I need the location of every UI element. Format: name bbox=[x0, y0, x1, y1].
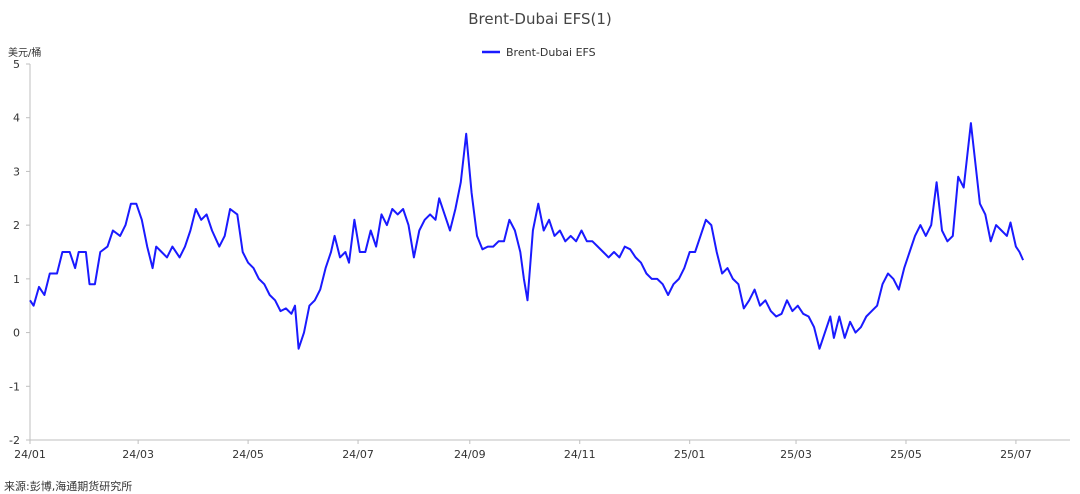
x-tick-label: 24/07 bbox=[342, 448, 374, 461]
x-tick-label: 25/03 bbox=[780, 448, 812, 461]
y-tick-label: 2 bbox=[13, 219, 20, 232]
x-tick-label: 24/03 bbox=[122, 448, 154, 461]
y-tick-label: 1 bbox=[13, 273, 20, 286]
y-tick-label: 0 bbox=[13, 327, 20, 340]
x-tick-label: 25/07 bbox=[1000, 448, 1032, 461]
x-tick-label: 24/11 bbox=[564, 448, 596, 461]
y-tick-label: 3 bbox=[13, 165, 20, 178]
chart-title: Brent-Dubai EFS(1) bbox=[468, 10, 611, 28]
x-tick-label: 25/01 bbox=[674, 448, 706, 461]
x-tick-label: 24/01 bbox=[14, 448, 46, 461]
y-tick-label: 5 bbox=[13, 58, 20, 71]
y-tick-label: -2 bbox=[9, 434, 20, 447]
x-tick-label: 25/05 bbox=[890, 448, 922, 461]
y-tick-label: 4 bbox=[13, 112, 20, 125]
source-note: 来源:彭博,海通期货研究所 bbox=[4, 480, 133, 493]
series-line-brent-dubai-efs bbox=[29, 122, 1025, 350]
x-tick-label: 24/05 bbox=[232, 448, 264, 461]
x-axis-ticks: 24/01 24/03 24/05 24/07 24/09 24/11 25/01 25/03… bbox=[14, 440, 1032, 461]
y-axis-ticks: -2 -1 0 1 2 3 4 5 bbox=[9, 58, 30, 447]
x-tick-label: 24/09 bbox=[454, 448, 486, 461]
y-tick-label: -1 bbox=[9, 380, 20, 393]
legend-label: Brent-Dubai EFS bbox=[506, 46, 596, 59]
legend: Brent-Dubai EFS bbox=[482, 46, 596, 59]
y-axis-unit-label: 美元/桶 bbox=[8, 46, 41, 59]
